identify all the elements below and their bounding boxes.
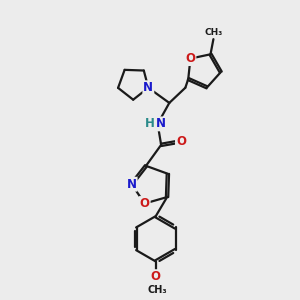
Text: H: H [145, 117, 154, 130]
Text: O: O [176, 135, 186, 148]
Text: O: O [185, 52, 195, 65]
Text: O: O [140, 197, 150, 210]
Text: O: O [151, 270, 161, 283]
Text: N: N [127, 178, 137, 191]
Text: N: N [143, 81, 153, 94]
Text: CH₃: CH₃ [204, 28, 223, 37]
Text: CH₃: CH₃ [148, 285, 167, 296]
Text: N: N [156, 117, 166, 130]
